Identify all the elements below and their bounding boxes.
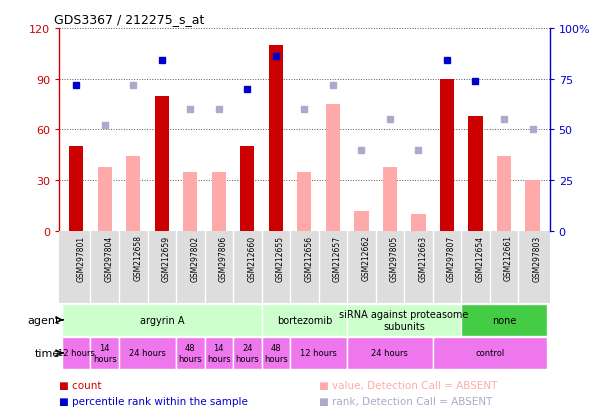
Bar <box>497 157 511 231</box>
Text: GSM212661: GSM212661 <box>504 235 513 281</box>
Text: GSM212659: GSM212659 <box>162 235 171 281</box>
Bar <box>69 147 83 231</box>
Text: GSM297806: GSM297806 <box>219 235 228 281</box>
Bar <box>297 172 311 231</box>
Text: GSM212656: GSM212656 <box>304 235 313 281</box>
Bar <box>98 167 112 231</box>
Text: ■ rank, Detection Call = ABSENT: ■ rank, Detection Call = ABSENT <box>319 396 492 406</box>
Text: 48
hours: 48 hours <box>264 344 288 363</box>
Text: GSM212662: GSM212662 <box>362 235 371 281</box>
Text: GSM212663: GSM212663 <box>418 235 427 281</box>
Text: ■ count: ■ count <box>59 380 102 390</box>
Bar <box>212 172 226 231</box>
Text: none: none <box>492 315 516 325</box>
Text: agent: agent <box>27 315 60 325</box>
Bar <box>525 180 540 231</box>
Text: GSM212660: GSM212660 <box>247 235 256 281</box>
Text: 24 hours: 24 hours <box>129 349 166 358</box>
Text: 24
hours: 24 hours <box>235 344 259 363</box>
Bar <box>354 211 369 231</box>
Text: GSM297804: GSM297804 <box>105 235 113 281</box>
Text: 24 hours: 24 hours <box>372 349 408 358</box>
Bar <box>126 157 141 231</box>
Bar <box>62 304 262 336</box>
Text: GSM297805: GSM297805 <box>390 235 399 281</box>
Text: 14
hours: 14 hours <box>207 344 230 363</box>
Bar <box>119 337 176 369</box>
Bar <box>347 337 433 369</box>
Bar <box>326 105 340 231</box>
Bar <box>183 172 197 231</box>
Bar <box>347 304 461 336</box>
Text: argyrin A: argyrin A <box>139 315 184 325</box>
Text: GSM212658: GSM212658 <box>133 235 142 281</box>
Text: 12 hours: 12 hours <box>300 349 337 358</box>
Text: GSM297807: GSM297807 <box>447 235 456 281</box>
Bar <box>233 337 262 369</box>
Bar <box>433 337 547 369</box>
Bar <box>383 167 397 231</box>
Text: GDS3367 / 212275_s_at: GDS3367 / 212275_s_at <box>54 13 204 26</box>
Text: 12 hours: 12 hours <box>58 349 95 358</box>
Bar <box>269 46 283 231</box>
Text: GSM297802: GSM297802 <box>190 235 199 281</box>
Bar <box>240 147 255 231</box>
Text: GSM297803: GSM297803 <box>532 235 541 281</box>
Bar <box>440 79 454 231</box>
Bar <box>90 337 119 369</box>
Text: bortezomib: bortezomib <box>277 315 332 325</box>
Text: GSM297801: GSM297801 <box>76 235 85 281</box>
Bar <box>290 337 347 369</box>
Text: ■ percentile rank within the sample: ■ percentile rank within the sample <box>59 396 248 406</box>
Bar <box>155 96 169 231</box>
Text: time: time <box>34 348 60 358</box>
Text: ■ value, Detection Call = ABSENT: ■ value, Detection Call = ABSENT <box>319 380 498 390</box>
Text: control: control <box>475 349 504 358</box>
Bar <box>176 337 204 369</box>
Text: 14
hours: 14 hours <box>93 344 116 363</box>
Text: 48
hours: 48 hours <box>178 344 202 363</box>
Bar <box>262 337 290 369</box>
Text: GSM212654: GSM212654 <box>476 235 485 281</box>
Bar <box>262 304 347 336</box>
Bar <box>468 116 483 231</box>
Text: GSM212655: GSM212655 <box>276 235 285 281</box>
Bar <box>411 214 426 231</box>
Text: siRNA against proteasome
subunits: siRNA against proteasome subunits <box>339 309 469 331</box>
Bar <box>62 337 90 369</box>
Text: GSM212657: GSM212657 <box>333 235 342 281</box>
Bar <box>204 337 233 369</box>
Bar <box>461 304 547 336</box>
